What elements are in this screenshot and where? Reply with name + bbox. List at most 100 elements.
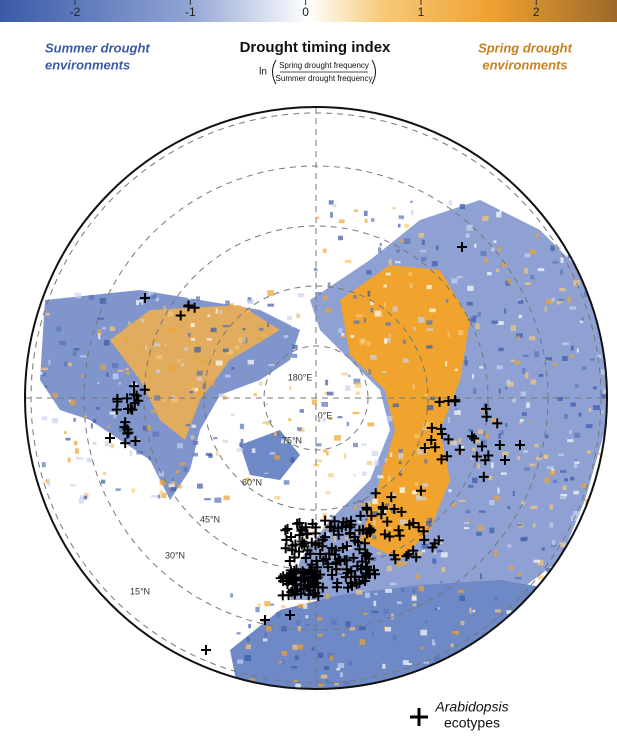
texture-speck — [161, 492, 167, 498]
texture-speck — [41, 466, 47, 470]
texture-speck — [109, 411, 116, 415]
texture-speck — [159, 490, 163, 495]
ecotype-marker — [129, 389, 140, 400]
texture-speck — [384, 626, 392, 632]
texture-speck — [359, 503, 366, 506]
texture-speck — [176, 359, 181, 363]
texture-speck — [343, 681, 351, 685]
texture-speck — [364, 592, 371, 598]
texture-speck — [535, 457, 543, 461]
texture-speck — [570, 515, 577, 522]
texture-speck — [524, 282, 531, 286]
texture-speck — [353, 378, 361, 385]
texture-speck — [366, 501, 372, 507]
texture-speck — [565, 650, 569, 655]
texture-speck — [291, 666, 298, 669]
texture-speck — [582, 366, 587, 370]
texture-speck — [577, 559, 582, 565]
texture-speck — [72, 351, 77, 356]
texture-speck — [405, 338, 409, 344]
texture-speck — [515, 576, 522, 580]
ecotype-marker — [122, 393, 133, 404]
texture-speck — [334, 435, 341, 441]
texture-speck — [325, 379, 329, 386]
texture-speck — [296, 427, 302, 431]
texture-speck — [229, 431, 234, 435]
texture-speck — [313, 463, 320, 467]
texture-speck — [420, 647, 423, 650]
colorbar-tick-label: 0 — [302, 5, 309, 19]
texture-speck — [317, 652, 324, 659]
texture-speck — [515, 333, 523, 338]
ecotype-marker — [376, 509, 387, 520]
ecotype-marker — [478, 471, 489, 482]
texture-speck — [171, 398, 179, 403]
texture-speck — [315, 443, 322, 447]
texture-speck — [558, 568, 562, 572]
ecotype-marker — [112, 396, 123, 407]
texture-speck — [150, 409, 157, 413]
texture-speck — [311, 647, 315, 651]
texture-speck — [437, 549, 443, 553]
texture-speck — [264, 631, 267, 638]
spring-drought-region — [110, 305, 280, 440]
texture-speck — [601, 228, 607, 233]
texture-speck — [327, 282, 331, 288]
texture-speck — [66, 362, 72, 367]
texture-speck — [75, 448, 79, 455]
ecotype-marker — [386, 492, 397, 503]
texture-speck — [118, 382, 122, 385]
texture-speck — [80, 355, 87, 358]
ecotype-marker — [436, 423, 447, 434]
texture-speck — [496, 321, 504, 325]
texture-speck — [325, 307, 332, 313]
texture-speck — [374, 592, 378, 596]
texture-speck — [511, 397, 517, 403]
texture-speck — [318, 419, 321, 422]
texture-speck — [109, 326, 116, 332]
texture-speck — [579, 236, 583, 243]
ecotype-marker — [403, 549, 414, 560]
texture-speck — [222, 348, 230, 353]
texture-speck — [549, 691, 554, 695]
texture-speck — [544, 434, 549, 439]
texture-speck — [467, 519, 470, 522]
texture-speck — [118, 427, 126, 432]
texture-speck — [538, 373, 544, 378]
texture-speck — [471, 374, 475, 379]
texture-speck — [337, 416, 343, 419]
texture-speck — [377, 692, 381, 697]
texture-speck — [400, 588, 405, 592]
texture-speck — [451, 502, 456, 507]
texture-speck — [458, 437, 462, 444]
ecotype-marker — [354, 544, 365, 555]
texture-speck — [370, 218, 375, 222]
ecotype-marker — [349, 531, 360, 542]
texture-speck — [371, 610, 379, 614]
texture-speck — [557, 396, 564, 401]
texture-speck — [588, 519, 594, 523]
texture-speck — [107, 425, 111, 428]
texture-speck — [564, 478, 568, 482]
ecotype-marker — [370, 488, 381, 499]
texture-speck — [100, 364, 106, 370]
texture-speck — [357, 520, 362, 524]
texture-speck — [187, 294, 192, 300]
texture-speck — [322, 418, 326, 422]
texture-speck — [606, 494, 607, 501]
ecotype-marker — [390, 554, 401, 565]
ecotype-marker — [286, 532, 297, 543]
texture-speck — [388, 259, 392, 266]
left-label: environments — [45, 57, 130, 72]
texture-speck — [41, 372, 47, 377]
ecotype-marker — [183, 300, 194, 311]
colorbar-ticks: -2 -1 0 1 2 — [70, 0, 540, 19]
texture-speck — [604, 202, 607, 209]
texture-speck — [535, 233, 539, 238]
texture-speck — [324, 666, 330, 670]
texture-speck — [512, 491, 515, 497]
texture-speck — [432, 642, 436, 646]
texture-speck — [415, 494, 422, 501]
texture-speck — [418, 316, 425, 323]
texture-speck — [419, 250, 427, 253]
